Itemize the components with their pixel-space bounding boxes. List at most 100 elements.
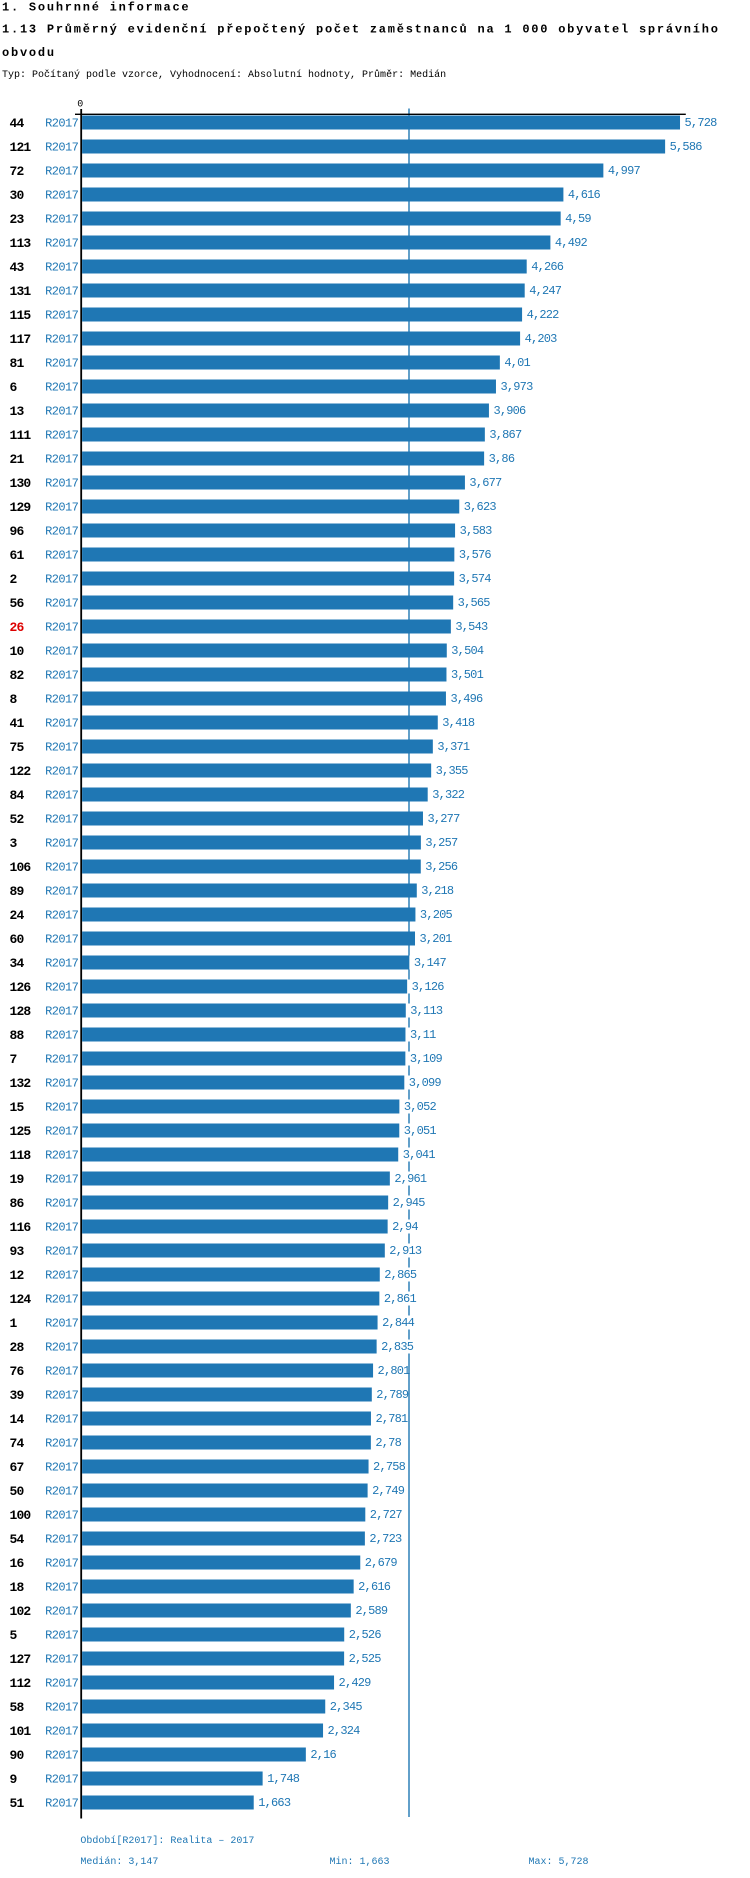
svg-text:R2017: R2017: [45, 1628, 78, 1642]
svg-text:52: 52: [10, 812, 25, 827]
svg-text:R2017: R2017: [45, 692, 78, 706]
svg-text:R2017: R2017: [45, 1244, 78, 1258]
svg-text:84: 84: [10, 788, 25, 803]
svg-text:13: 13: [10, 404, 25, 419]
svg-text:43: 43: [10, 260, 25, 275]
svg-text:R2017: R2017: [45, 404, 78, 418]
svg-text:R2017: R2017: [45, 836, 78, 850]
svg-text:R2017: R2017: [45, 908, 78, 922]
svg-text:132: 132: [10, 1076, 32, 1091]
svg-text:1,748: 1,748: [267, 1772, 300, 1786]
svg-text:3,583: 3,583: [460, 524, 493, 538]
svg-text:3,906: 3,906: [493, 404, 526, 418]
svg-text:101: 101: [10, 1724, 32, 1739]
svg-text:3,355: 3,355: [436, 764, 469, 778]
svg-text:2,16: 2,16: [310, 1748, 336, 1762]
svg-text:67: 67: [10, 1460, 24, 1475]
svg-text:2,781: 2,781: [375, 1412, 408, 1426]
svg-text:R2017: R2017: [45, 1196, 78, 1210]
svg-text:39: 39: [10, 1388, 25, 1403]
svg-text:2,789: 2,789: [376, 1388, 409, 1402]
svg-text:96: 96: [10, 524, 25, 539]
svg-text:3,147: 3,147: [414, 956, 447, 970]
svg-text:R2017: R2017: [45, 1268, 78, 1282]
svg-text:3,109: 3,109: [410, 1052, 443, 1066]
svg-text:3,041: 3,041: [403, 1148, 436, 1162]
svg-text:3,11: 3,11: [410, 1028, 436, 1042]
svg-text:R2017: R2017: [45, 380, 78, 394]
svg-text:R2017: R2017: [45, 1340, 78, 1354]
svg-text:3,867: 3,867: [489, 428, 522, 442]
svg-text:24: 24: [10, 908, 25, 923]
svg-text:72: 72: [10, 164, 25, 179]
svg-text:1: 1: [10, 1316, 18, 1331]
svg-text:2,727: 2,727: [370, 1508, 403, 1522]
svg-text:3,565: 3,565: [458, 596, 491, 610]
svg-text:3,277: 3,277: [427, 812, 460, 826]
svg-text:R2017: R2017: [45, 260, 78, 274]
svg-text:127: 127: [10, 1652, 31, 1667]
svg-text:R2017: R2017: [45, 1220, 78, 1234]
svg-text:R2017: R2017: [45, 164, 78, 178]
svg-text:2,749: 2,749: [372, 1484, 405, 1498]
svg-text:122: 122: [10, 764, 32, 779]
svg-text:2,616: 2,616: [358, 1580, 391, 1594]
svg-text:34: 34: [10, 956, 25, 971]
svg-text:2,526: 2,526: [349, 1628, 382, 1642]
svg-text:Typ: Počítaný podle vzorce, Vy: Typ: Počítaný podle vzorce, Vyhodnocení:…: [2, 68, 446, 81]
svg-text:R2017: R2017: [45, 1748, 78, 1762]
svg-text:128: 128: [10, 1004, 32, 1019]
svg-text:R2017: R2017: [45, 572, 78, 586]
svg-text:R2017: R2017: [45, 308, 78, 322]
svg-text:111: 111: [10, 428, 32, 443]
svg-text:R2017: R2017: [45, 1388, 78, 1402]
svg-text:12: 12: [10, 1268, 25, 1283]
svg-text:2,758: 2,758: [373, 1460, 406, 1474]
svg-text:93: 93: [10, 1244, 25, 1259]
svg-text:R2017: R2017: [45, 332, 78, 346]
svg-text:R2017: R2017: [45, 116, 78, 130]
svg-text:R2017: R2017: [45, 1172, 78, 1186]
svg-text:50: 50: [10, 1484, 25, 1499]
svg-text:R2017: R2017: [45, 1796, 78, 1810]
svg-text:R2017: R2017: [45, 1724, 78, 1738]
svg-text:4,01: 4,01: [504, 356, 530, 370]
svg-text:8: 8: [10, 692, 18, 707]
svg-text:3,973: 3,973: [500, 380, 533, 394]
svg-text:3,501: 3,501: [451, 668, 484, 682]
svg-text:R2017: R2017: [45, 452, 78, 466]
svg-text:R2017: R2017: [45, 764, 78, 778]
svg-text:R2017: R2017: [45, 620, 78, 634]
svg-text:R2017: R2017: [45, 548, 78, 562]
svg-text:R2017: R2017: [45, 1004, 78, 1018]
svg-text:3,051: 3,051: [404, 1124, 437, 1138]
svg-text:16: 16: [10, 1556, 25, 1571]
svg-text:R2017: R2017: [45, 140, 78, 154]
svg-text:86: 86: [10, 1196, 25, 1211]
svg-text:R2017: R2017: [45, 932, 78, 946]
svg-text:5,586: 5,586: [670, 140, 703, 154]
svg-text:2,865: 2,865: [384, 1268, 417, 1282]
svg-text:R2017: R2017: [45, 500, 78, 514]
svg-text:4,59: 4,59: [565, 212, 591, 226]
svg-text:R2017: R2017: [45, 1316, 78, 1330]
svg-text:5,728: 5,728: [685, 116, 718, 130]
svg-text:R2017: R2017: [45, 884, 78, 898]
svg-text:3,126: 3,126: [412, 980, 445, 994]
svg-text:90: 90: [10, 1748, 25, 1763]
svg-text:3,218: 3,218: [421, 884, 454, 898]
svg-text:2,429: 2,429: [339, 1676, 372, 1690]
svg-text:5: 5: [10, 1628, 18, 1643]
svg-text:R2017: R2017: [45, 212, 78, 226]
svg-text:3,052: 3,052: [404, 1100, 437, 1114]
svg-text:61: 61: [10, 548, 25, 563]
svg-text:51: 51: [10, 1796, 25, 1811]
svg-text:R2017: R2017: [45, 1076, 78, 1090]
svg-text:R2017: R2017: [45, 1580, 78, 1594]
svg-text:R2017: R2017: [45, 1148, 78, 1162]
svg-text:R2017: R2017: [45, 980, 78, 994]
svg-text:R2017: R2017: [45, 1676, 78, 1690]
svg-text:0: 0: [77, 99, 83, 110]
svg-text:2,844: 2,844: [382, 1316, 415, 1330]
svg-text:2,723: 2,723: [369, 1532, 402, 1546]
